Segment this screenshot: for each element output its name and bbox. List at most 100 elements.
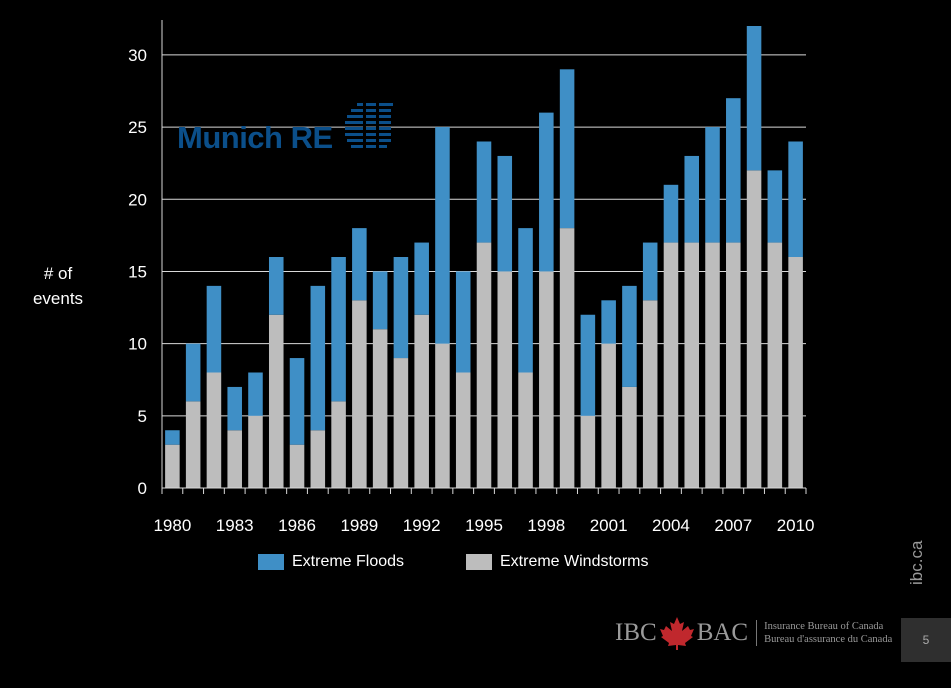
bar-windstorms-2006	[705, 242, 720, 488]
bar-windstorms-1980	[165, 444, 180, 488]
bar-windstorms-2001	[601, 343, 616, 488]
bar-windstorms-2003	[642, 300, 658, 488]
bar-floods-1996	[497, 155, 513, 272]
bar-windstorms-2004	[663, 242, 679, 488]
bar-floods-2007	[726, 98, 741, 243]
x-tick-label: 2007	[714, 516, 752, 535]
bar-floods-1981	[185, 343, 201, 402]
y-tick-label: 10	[128, 335, 147, 354]
bar-floods-2001	[601, 300, 616, 344]
bars	[165, 26, 803, 488]
bar-floods-1998	[539, 112, 554, 272]
bar-windstorms-1981	[185, 401, 201, 488]
bar-windstorms-2009	[767, 242, 783, 488]
y-axis-ticks: 0 5 10 15 20 25 30	[128, 46, 147, 498]
axes	[161, 20, 806, 489]
y-tick-label: 25	[128, 118, 147, 137]
bar-floods-1989	[352, 228, 367, 301]
bar-floods-2006	[705, 127, 720, 243]
y-axis-label: # of events	[32, 264, 84, 308]
bar-floods-1983	[227, 386, 242, 431]
x-tick-label: 1989	[340, 516, 378, 535]
bar-windstorms-1997	[518, 372, 533, 488]
x-tick-label: 1980	[153, 516, 191, 535]
x-axis-ticks: 1980 1983 1986 1989 1992 1995 1998 2001 2004 2007…	[153, 488, 815, 535]
bar-floods-1980	[165, 430, 180, 445]
y-tick-label: 30	[128, 46, 147, 65]
bar-floods-2000	[580, 314, 596, 416]
bar-windstorms-1990	[372, 329, 388, 488]
bar-windstorms-1986	[289, 444, 305, 488]
y-tick-label: 0	[138, 479, 147, 498]
bar-floods-2002	[622, 285, 637, 387]
footer-brand: IBC BAC Insurance Bureau of Canada Burea…	[615, 616, 892, 650]
bar-floods-1997	[518, 228, 533, 373]
bar-floods-2003	[642, 242, 658, 301]
bar-floods-2004	[663, 184, 679, 243]
bar-windstorms-1993	[435, 343, 450, 488]
x-tick-label: 2004	[652, 516, 690, 535]
legend-windstorms-label: Extreme Windstorms	[500, 553, 649, 570]
bar-windstorms-2002	[622, 386, 637, 488]
bar-floods-1994	[455, 271, 471, 373]
footer-org-en: Insurance Bureau of Canada	[764, 621, 884, 632]
maple-leaf-icon	[659, 617, 694, 650]
bar-windstorms-1982	[206, 372, 222, 488]
brand-bac: BAC	[696, 619, 749, 646]
legend-floods-swatch	[258, 554, 284, 570]
bar-windstorms-1991	[393, 358, 409, 488]
website-text: ibc.ca	[907, 540, 926, 585]
bar-floods-2009	[767, 170, 783, 243]
x-tick-label: 1998	[527, 516, 565, 535]
bar-windstorms-2007	[726, 242, 741, 488]
bar-floods-1993	[435, 127, 450, 344]
page-number: 5	[901, 618, 951, 662]
munich-re-logo-text: Munich RE	[177, 120, 333, 155]
y-tick-label: 15	[128, 262, 147, 281]
bar-floods-1988	[331, 257, 346, 402]
bar-windstorms-1999	[559, 228, 575, 488]
legend-windstorms-swatch	[466, 554, 492, 570]
bar-windstorms-1994	[455, 372, 471, 488]
bar-windstorms-2010	[788, 257, 803, 488]
bar-floods-1986	[289, 358, 305, 445]
bar-windstorms-1983	[227, 430, 242, 488]
bar-windstorms-1996	[497, 271, 513, 488]
legend-windstorms: Extreme Windstorms	[466, 553, 648, 571]
x-tick-label: 1983	[216, 516, 254, 535]
bar-floods-1995	[476, 141, 492, 243]
bar-floods-1982	[206, 285, 222, 373]
bar-windstorms-1989	[352, 300, 367, 488]
bar-floods-1985	[268, 257, 284, 315]
bar-floods-1992	[414, 242, 429, 315]
bar-windstorms-1985	[268, 314, 284, 488]
y-tick-label: 5	[138, 407, 147, 426]
legend-floods: Extreme Floods	[258, 553, 404, 571]
brand-ibc: IBC	[615, 619, 657, 646]
bar-windstorms-1987	[310, 430, 326, 488]
footer-org-fr: Bureau d'assurance du Canada	[764, 634, 893, 645]
x-tick-label: 1992	[403, 516, 441, 535]
bar-floods-1991	[393, 257, 409, 359]
bar-windstorms-2000	[580, 415, 596, 488]
bar-windstorms-1998	[539, 271, 554, 488]
bar-floods-2010	[788, 141, 803, 257]
x-tick-label: 2010	[777, 516, 815, 535]
bar-floods-1984	[248, 372, 263, 416]
legend-floods-label: Extreme Floods	[292, 553, 405, 570]
bar-floods-2008	[746, 26, 762, 171]
bar-windstorms-1988	[331, 401, 346, 488]
bar-windstorms-2005	[684, 242, 700, 488]
x-tick-label: 1986	[278, 516, 316, 535]
y-tick-label: 20	[128, 190, 147, 209]
bar-windstorms-2008	[746, 170, 762, 488]
bar-windstorms-1992	[414, 314, 429, 488]
bar-floods-1987	[310, 285, 326, 431]
bar-floods-1999	[559, 69, 575, 229]
bar-windstorms-1984	[248, 415, 263, 488]
x-tick-label: 2001	[590, 516, 628, 535]
x-tick-label: 1995	[465, 516, 503, 535]
bar-floods-2005	[684, 155, 700, 243]
